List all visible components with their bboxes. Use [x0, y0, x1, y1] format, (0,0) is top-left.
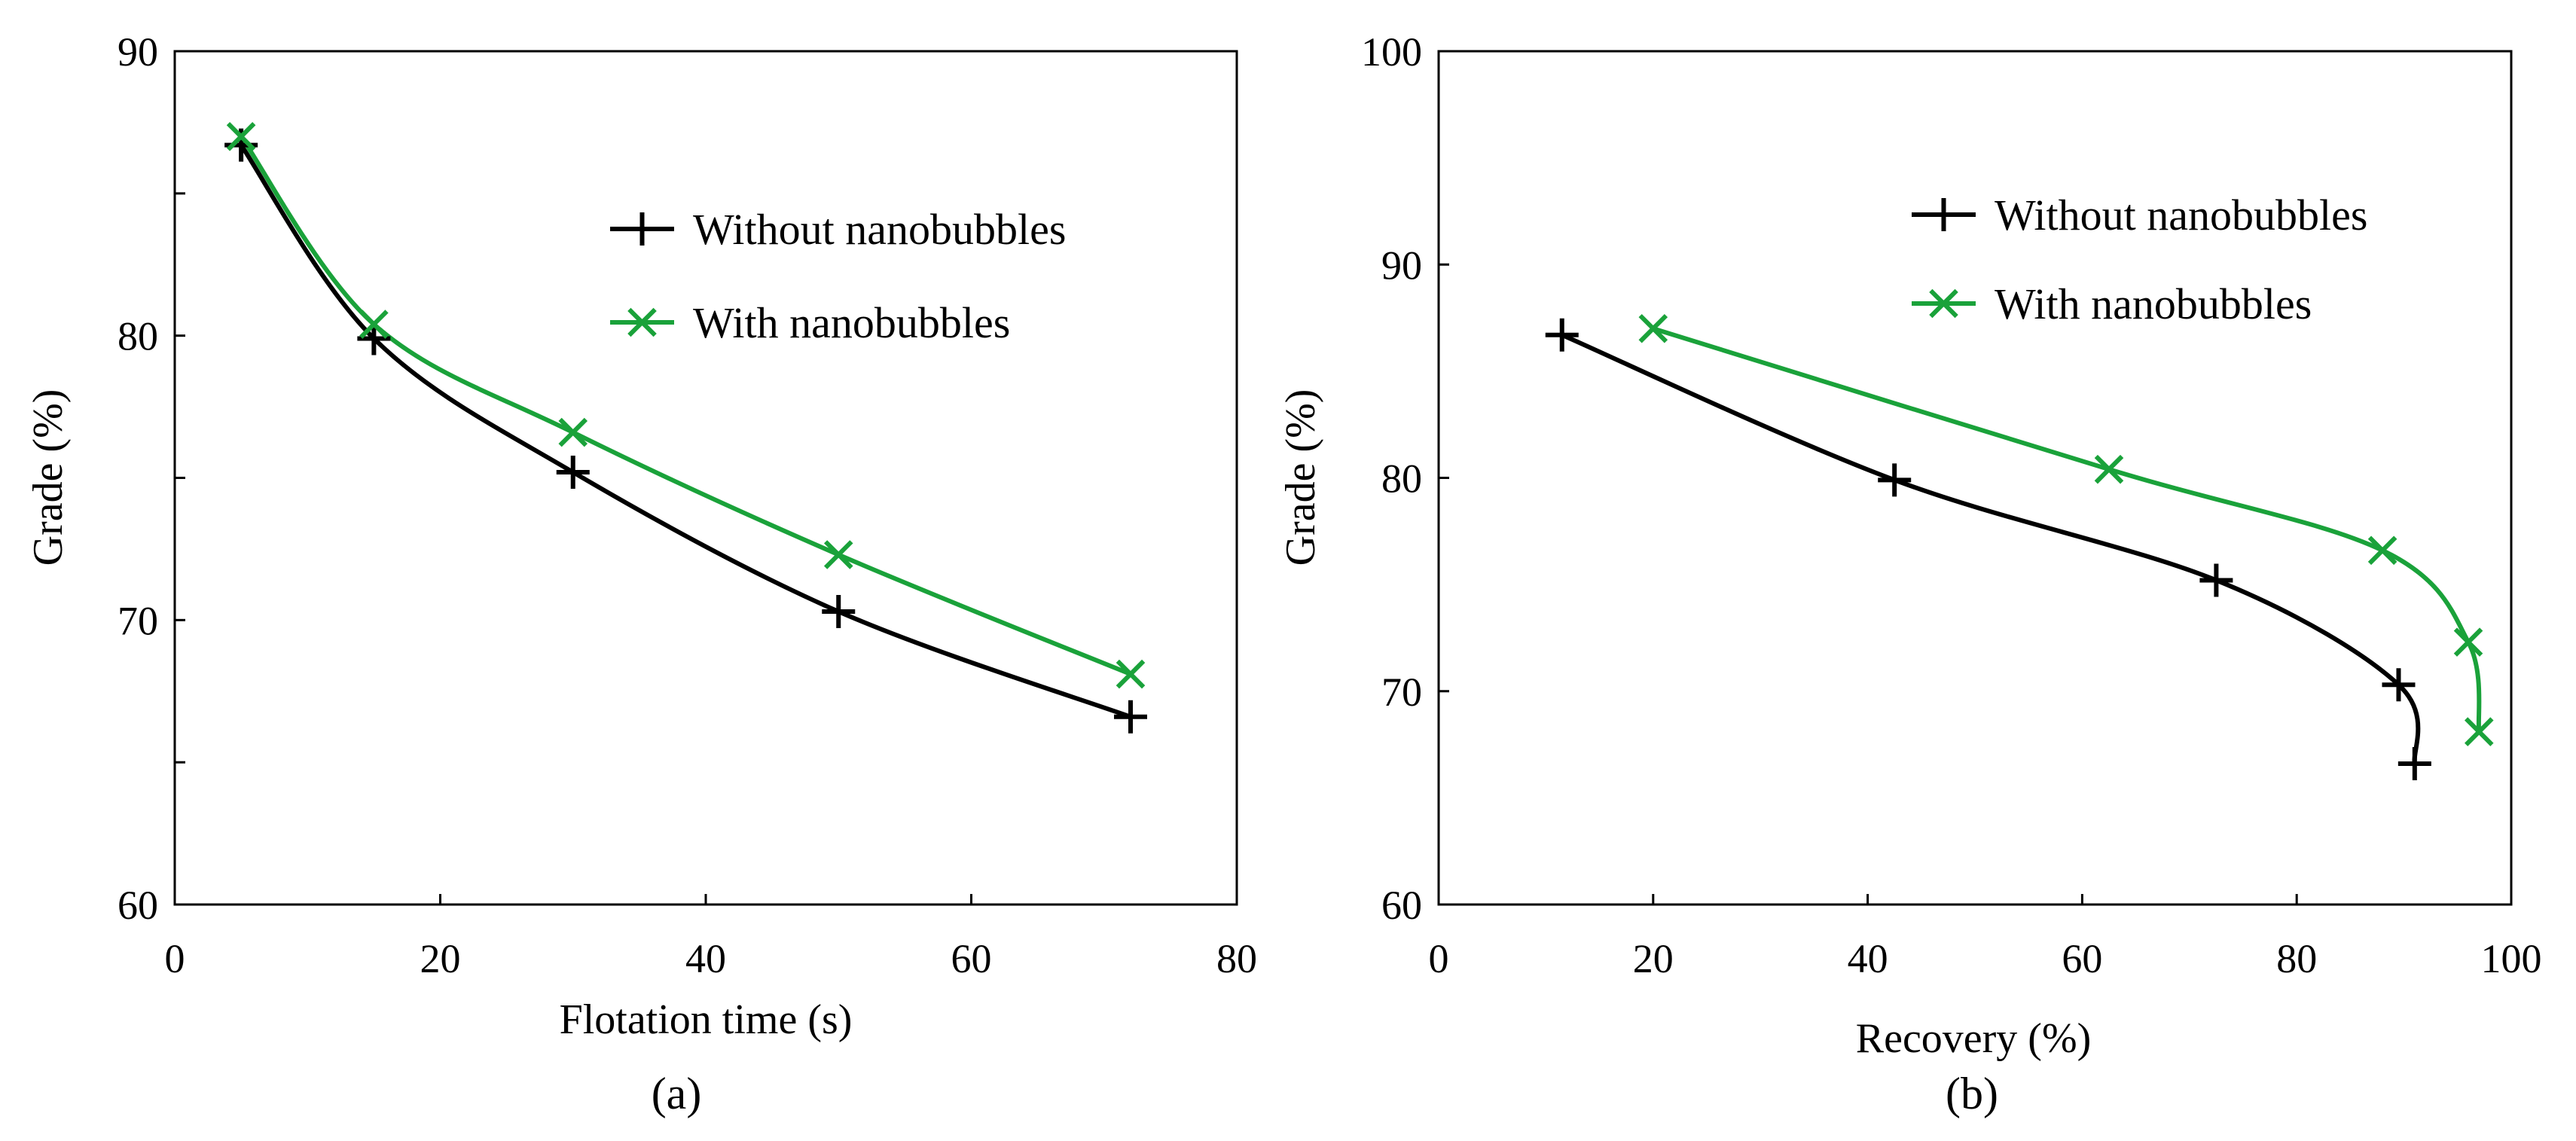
y-axis-title-b: Grade (%) [1277, 389, 1324, 566]
data-point-a-with-2 [558, 417, 588, 447]
legend-label-with-a: With nanobubbles [693, 298, 1010, 347]
y-tick-label-b: 70 [1381, 670, 1422, 715]
x-tick-label-b: 0 [1429, 936, 1449, 981]
x-axis-title-b: Recovery (%) [1856, 1015, 2092, 1062]
x-tick-label-b: 100 [2481, 936, 2542, 981]
data-point-b-without-1 [1878, 463, 1912, 497]
series-line-a-without [239, 142, 1133, 719]
y-tick-label-a: 90 [118, 29, 158, 75]
data-point-a-without-2 [556, 455, 590, 489]
data-point-a-with-0 [226, 122, 256, 151]
legend-marker-glyph-a-1 [627, 307, 657, 337]
y-tick-label-b: 80 [1381, 456, 1422, 502]
plot-area-a [173, 50, 1238, 906]
data-point-b-with-2 [2367, 535, 2397, 566]
ticks-a: 0 20 40 60 80 60 70 80 90 [118, 29, 1257, 981]
chart-panel-a: 0 20 40 60 80 60 70 80 90 Flotation time (s) Gra… [25, 29, 1257, 1118]
chart-panel-b: 0 20 40 60 80 100 60 70 80 90 100 Recovery (%) Gra… [1277, 29, 2542, 1118]
x-axis-title-a: Flotation time (s) [560, 996, 853, 1043]
legend-label-with-b: With nanobubbles [1995, 279, 2312, 328]
legend-marker-glyph-b-1 [1929, 288, 1958, 319]
legend-b: Without nanobubbles With nanobubbles [1912, 191, 2367, 328]
legend-a: Without nanobubbles With nanobubbles [610, 205, 1066, 347]
panel-label-b: (b) [1946, 1069, 1998, 1118]
x-tick-label-b: 20 [1633, 936, 1674, 981]
legend-marker-with-a [627, 307, 657, 337]
data-point-a-without-4 [1114, 700, 1147, 734]
ticks-b: 0 20 40 60 80 100 60 70 80 90 100 [1361, 29, 2542, 981]
y-tick-label-b: 100 [1361, 29, 1422, 75]
x-tick-label-b: 80 [2276, 936, 2317, 981]
data-point-b-with-3 [2453, 627, 2483, 657]
series-line-b-without [1559, 332, 2421, 767]
legend-label-without-b: Without nanobubbles [1995, 191, 2367, 239]
panel-label-a: (a) [652, 1069, 702, 1118]
data-point-a-with-3 [823, 540, 853, 569]
y-tick-label-a: 60 [118, 883, 158, 928]
series-lines-b [1559, 326, 2482, 767]
y-tick-label-b: 90 [1381, 243, 1422, 288]
data-point-b-without-4 [2397, 747, 2431, 781]
series-line-b-with [1650, 326, 2482, 734]
series-markers-a [224, 122, 1147, 734]
data-point-b-without-2 [2199, 563, 2233, 597]
x-tick-label-b: 40 [1848, 936, 1888, 981]
y-tick-label-a: 70 [118, 598, 158, 643]
data-point-a-with-4 [1116, 659, 1146, 689]
legend-marker-glyph-a-0 [625, 212, 659, 246]
legend-marker-without-b [1927, 198, 1961, 231]
legend-marker-without-a [625, 212, 659, 246]
data-point-a-with-1 [359, 310, 389, 339]
y-tick-label-a: 80 [118, 314, 158, 359]
data-point-b-without-0 [1545, 318, 1579, 352]
x-tick-label-a: 60 [951, 936, 992, 981]
plot-area-b [1437, 50, 2513, 906]
series-line-a-with [239, 134, 1133, 677]
x-tick-label-a: 0 [165, 936, 185, 981]
x-tick-label-b: 60 [2062, 936, 2102, 981]
x-tick-label-a: 20 [420, 936, 461, 981]
series-markers-b [1545, 313, 2494, 781]
legend-label-without-a: Without nanobubbles [693, 205, 1066, 254]
data-point-b-without-3 [2382, 668, 2416, 702]
series-lines-a [239, 134, 1133, 719]
data-point-b-with-0 [1638, 313, 1668, 343]
data-point-b-with-1 [2094, 454, 2124, 484]
x-tick-label-a: 40 [685, 936, 726, 981]
legend-marker-with-b [1929, 288, 1958, 319]
data-point-a-without-3 [822, 595, 856, 629]
y-axis-title-a: Grade (%) [25, 389, 72, 566]
legend-marker-glyph-b-0 [1927, 198, 1961, 231]
y-tick-label-b: 60 [1381, 883, 1422, 928]
x-tick-label-a: 80 [1216, 936, 1257, 981]
data-point-b-with-4 [2464, 717, 2494, 746]
